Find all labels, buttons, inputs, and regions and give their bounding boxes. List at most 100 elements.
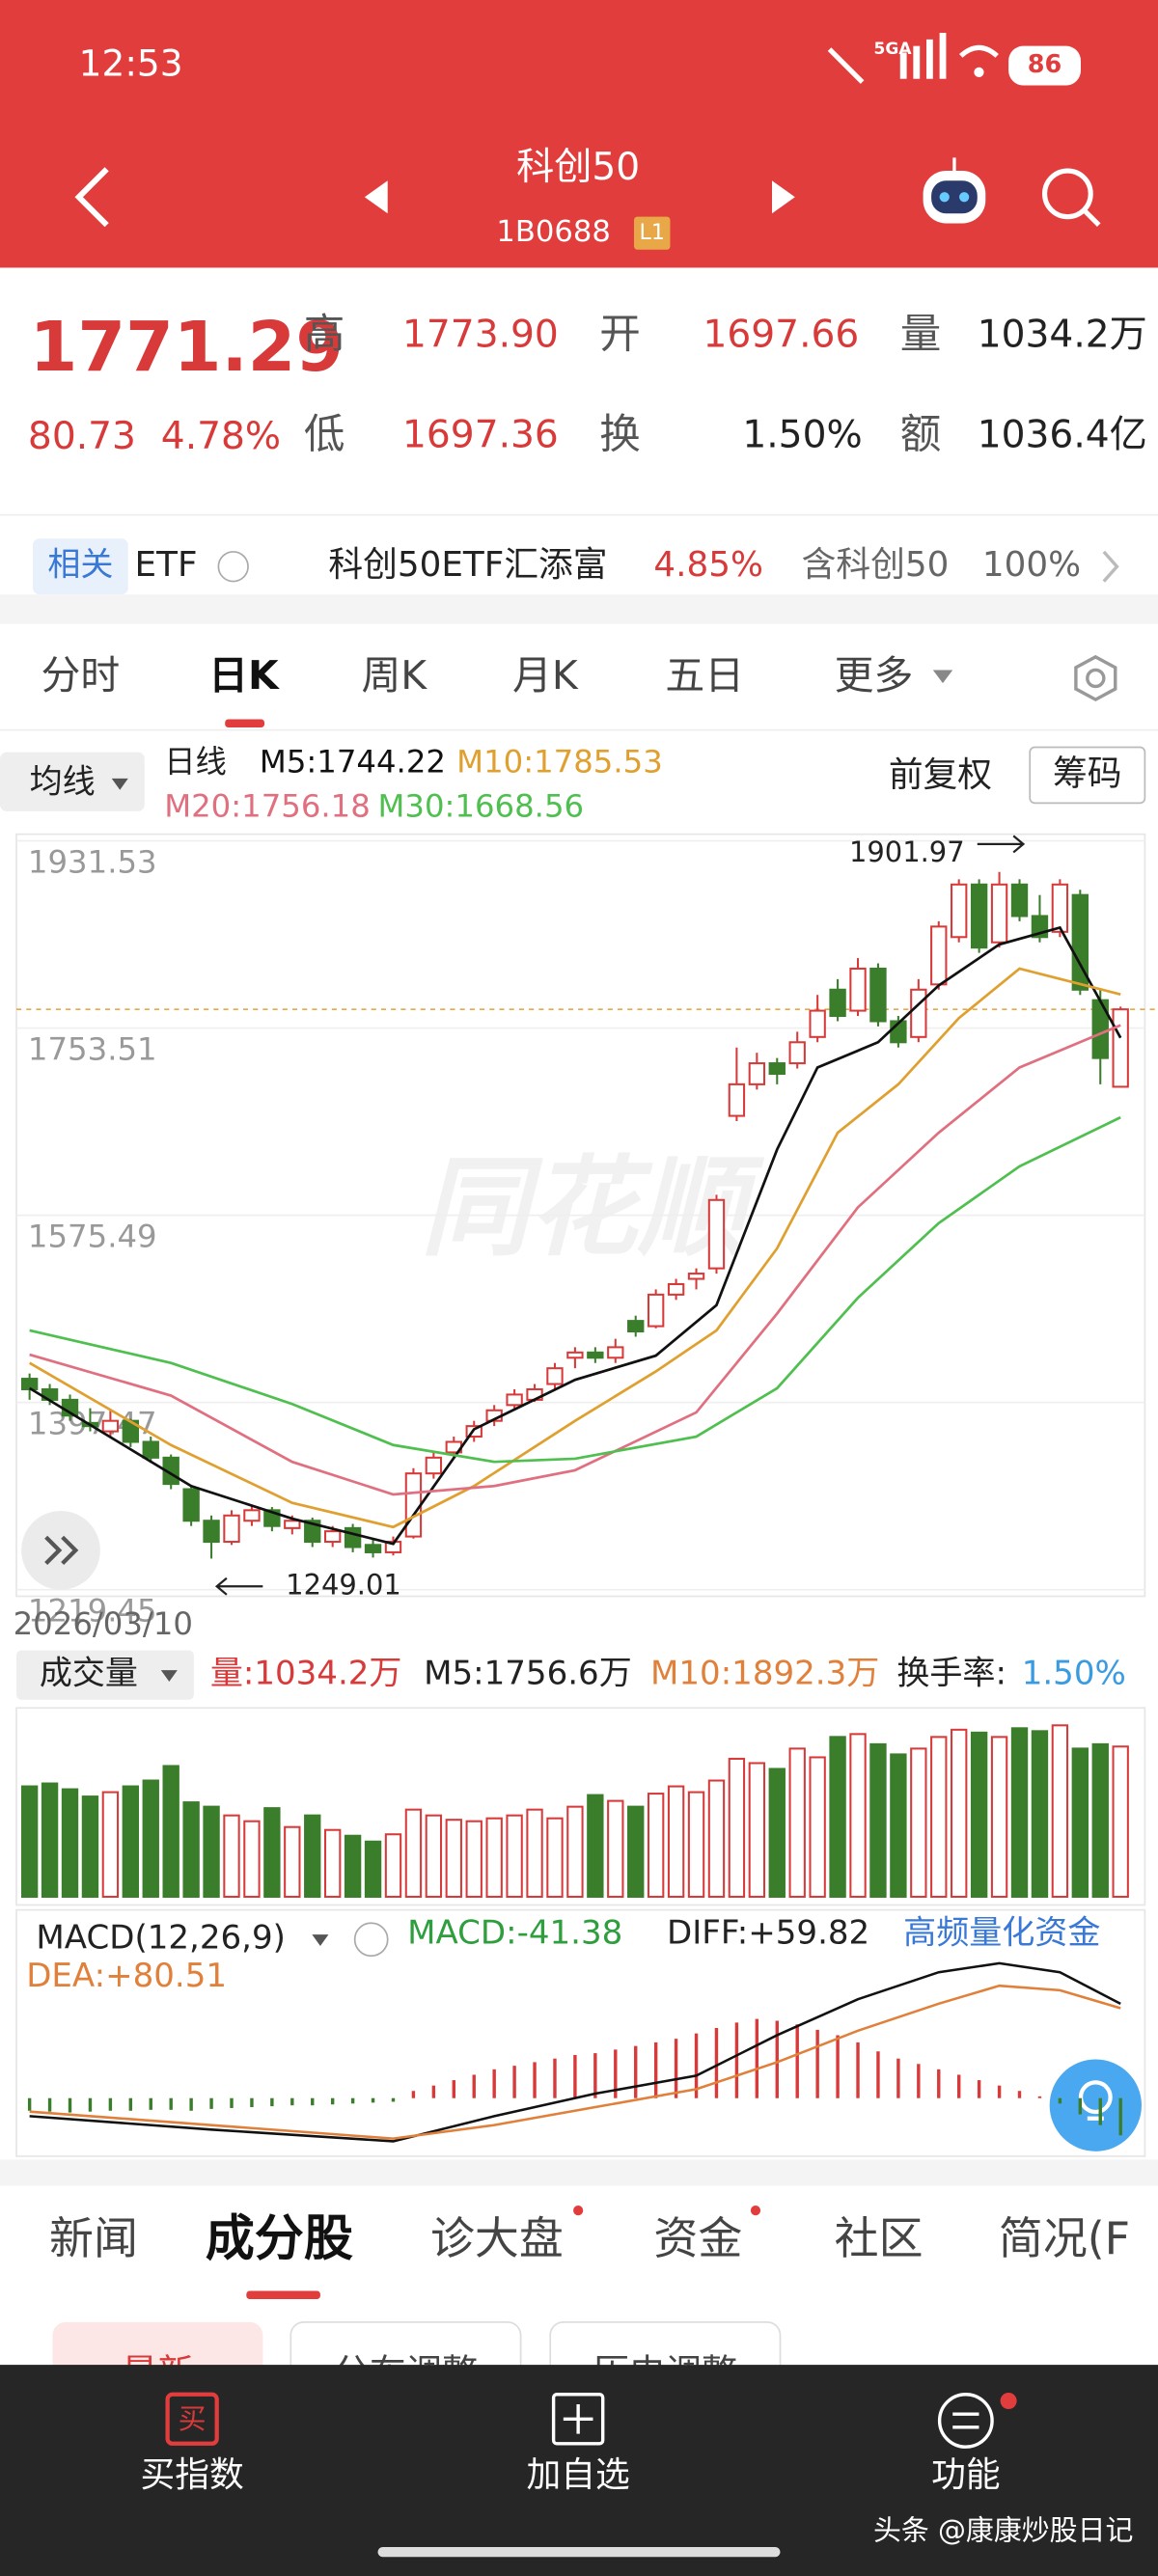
candle-body	[364, 1544, 382, 1553]
bottom-nav	[0, 2365, 1158, 2576]
quote-high: 1773.90	[402, 313, 559, 356]
volume-bar	[1031, 1730, 1049, 1899]
dea-value: DEA:+80.51	[26, 1957, 227, 1995]
content-tab[interactable]: 诊大盘	[430, 2212, 564, 2264]
content-tab[interactable]: 社区	[835, 2212, 924, 2264]
ma-line	[28, 967, 1121, 1529]
info-icon[interactable]	[353, 1922, 389, 1958]
volume-bar	[1010, 1727, 1029, 1899]
period-tab[interactable]: 分时	[41, 652, 121, 699]
status-time: 12:53	[79, 42, 183, 85]
period-tab[interactable]: 周K	[361, 652, 427, 699]
period-tab[interactable]: 月K	[512, 652, 579, 699]
period-tab[interactable]: 更多	[835, 652, 914, 699]
volume-bar	[122, 1785, 139, 1899]
etf-label: ETF	[135, 545, 198, 585]
candle-body	[1071, 893, 1089, 991]
volume-button[interactable]	[16, 1650, 194, 1700]
adjust-mode[interactable]: 前复权	[889, 755, 992, 795]
gap	[0, 594, 1158, 624]
candle-body	[223, 1514, 240, 1544]
ma-button[interactable]	[0, 752, 145, 811]
divider	[0, 728, 1158, 731]
candle-body	[970, 883, 988, 949]
volume-caret	[160, 1670, 178, 1683]
candle-body	[990, 883, 1008, 944]
etf-contain-label: 含科创50	[802, 545, 950, 585]
volume-bar	[284, 1825, 301, 1899]
volume-bar	[41, 1782, 59, 1899]
volume-bar	[849, 1733, 867, 1899]
back-button[interactable]	[74, 167, 109, 228]
quote-low-label: 低	[304, 411, 345, 458]
volume-bar	[223, 1814, 240, 1899]
volume-bar	[101, 1791, 120, 1899]
content-tab[interactable]: 新闻	[49, 2212, 138, 2264]
etf-pct: 4.85%	[653, 545, 763, 585]
next-button[interactable]	[772, 180, 795, 214]
low-arrow	[214, 1576, 263, 1596]
macd-caret	[312, 1934, 329, 1947]
volume-bar	[20, 1785, 39, 1899]
bulb-button[interactable]	[1049, 2059, 1142, 2151]
candle-body	[910, 988, 927, 1038]
volume-bar	[404, 1808, 423, 1899]
volume-bar	[425, 1814, 443, 1899]
quote-low: 1697.36	[402, 413, 559, 456]
quote-open: 1697.66	[703, 313, 860, 356]
content-tab[interactable]: 简况(F	[999, 2212, 1130, 2264]
candle-body	[647, 1293, 665, 1328]
home-indicator	[377, 2547, 781, 2558]
search-icon[interactable]	[1042, 168, 1101, 228]
buy-icon-box[interactable]	[165, 2392, 219, 2446]
volume-bar	[182, 1801, 200, 1899]
volume-bar	[687, 1791, 705, 1899]
volume-bar	[890, 1753, 907, 1899]
fund-link[interactable]: 高频量化资金	[903, 1914, 1100, 1953]
period-tab[interactable]: 日K	[208, 652, 280, 699]
ma-line	[29, 1115, 1121, 1464]
volume-bar	[263, 1807, 281, 1899]
func-icon[interactable]	[937, 2393, 1017, 2449]
volume-bar	[1091, 1742, 1109, 1899]
volume-bar	[667, 1785, 685, 1899]
volume-bar	[951, 1728, 968, 1899]
add-icon[interactable]	[551, 2393, 605, 2446]
header-title: 科创50	[516, 146, 640, 189]
expand-icon	[44, 1535, 79, 1565]
turnover-value: 1.50%	[1022, 1655, 1126, 1693]
quote-high-label: 高	[304, 311, 345, 358]
candle-body	[809, 1009, 826, 1038]
settings-icon[interactable]	[1074, 654, 1117, 702]
tab-dot	[573, 2205, 584, 2216]
volume-bar	[607, 1799, 624, 1899]
volume-bar	[546, 1817, 564, 1899]
etf-name[interactable]: 科创50ETF汇添富	[328, 545, 607, 585]
volume-bar	[304, 1814, 321, 1899]
etf-arrow[interactable]	[1102, 550, 1119, 583]
prev-button[interactable]	[364, 180, 388, 214]
volume-bar	[990, 1736, 1008, 1899]
info-icon[interactable]	[217, 551, 249, 583]
status-icons	[827, 33, 1081, 86]
period-tab[interactable]: 五日	[665, 652, 744, 699]
content-tab[interactable]: 成分股	[206, 2210, 353, 2267]
candle-body	[324, 1530, 342, 1544]
nav-label[interactable]: 买指数	[141, 2455, 244, 2495]
candle-body	[627, 1320, 645, 1333]
volume-bar	[910, 1747, 927, 1899]
nav-label[interactable]: 功能	[931, 2455, 1000, 2495]
turnover-label: 换手率:	[896, 1655, 1006, 1693]
ma-legend: M5:1744.22	[260, 744, 446, 781]
robot-icon[interactable]	[923, 157, 986, 224]
volume-bar	[142, 1779, 159, 1899]
macd-value: MACD:-41.38	[407, 1914, 622, 1953]
nav-label[interactable]: 加自选	[527, 2455, 630, 2495]
diff-line	[29, 1961, 1121, 2143]
candle-body	[930, 925, 948, 986]
volume-bar	[930, 1736, 948, 1899]
chips-button[interactable]	[1029, 746, 1146, 805]
content-tab[interactable]: 资金	[653, 2212, 742, 2264]
